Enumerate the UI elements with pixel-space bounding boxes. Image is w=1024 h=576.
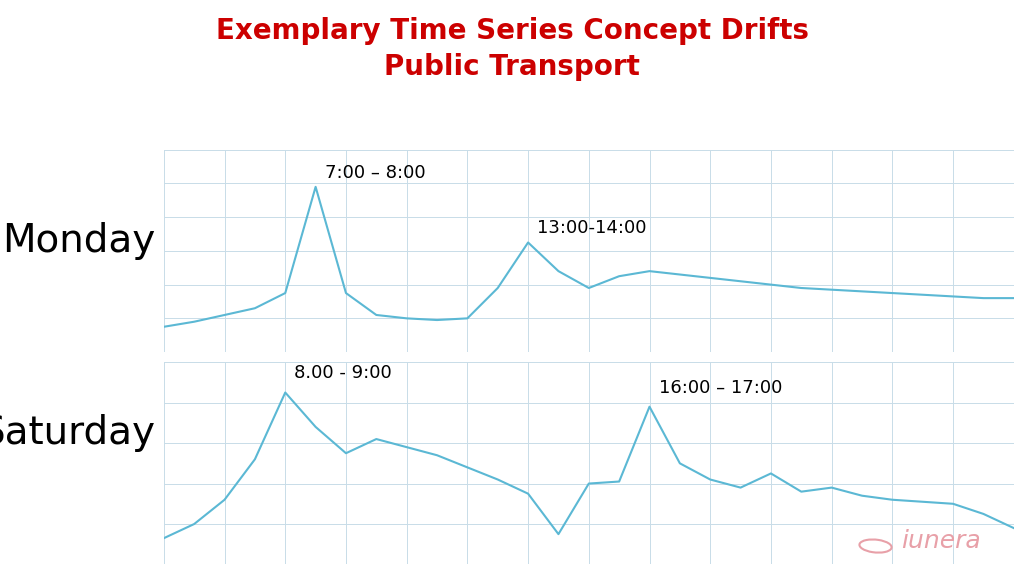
Text: Exemplary Time Series Concept Drifts
Public Transport: Exemplary Time Series Concept Drifts Pub… xyxy=(215,17,809,81)
Text: Saturday: Saturday xyxy=(0,414,156,452)
Text: Monday: Monday xyxy=(2,222,156,260)
Text: iunera: iunera xyxy=(901,529,981,553)
Text: 16:00 – 17:00: 16:00 – 17:00 xyxy=(658,378,782,396)
Text: 8.00 - 9:00: 8.00 - 9:00 xyxy=(294,365,392,382)
Text: 13:00-14:00: 13:00-14:00 xyxy=(538,219,647,237)
Text: 7:00 – 8:00: 7:00 – 8:00 xyxy=(325,164,425,182)
